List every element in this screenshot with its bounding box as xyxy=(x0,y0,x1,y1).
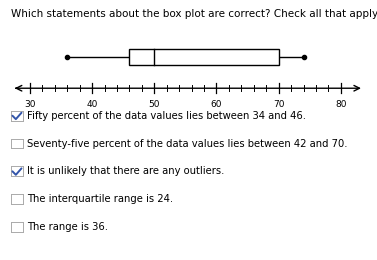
Text: 70: 70 xyxy=(273,100,284,109)
Text: Fifty percent of the data values lies between 34 and 46.: Fifty percent of the data values lies be… xyxy=(27,111,306,121)
Text: 40: 40 xyxy=(86,100,98,109)
Text: It is unlikely that there are any outliers.: It is unlikely that there are any outlie… xyxy=(27,166,225,176)
Text: 60: 60 xyxy=(211,100,222,109)
Text: The range is 36.: The range is 36. xyxy=(27,222,108,232)
Text: 80: 80 xyxy=(335,100,346,109)
Text: 50: 50 xyxy=(149,100,160,109)
Text: 30: 30 xyxy=(24,100,36,109)
Bar xyxy=(129,49,279,64)
Text: Seventy-five percent of the data values lies between 42 and 70.: Seventy-five percent of the data values … xyxy=(27,139,348,148)
Text: The interquartile range is 24.: The interquartile range is 24. xyxy=(27,194,173,204)
Text: Which statements about the box plot are correct? Check all that apply.: Which statements about the box plot are … xyxy=(11,9,377,19)
